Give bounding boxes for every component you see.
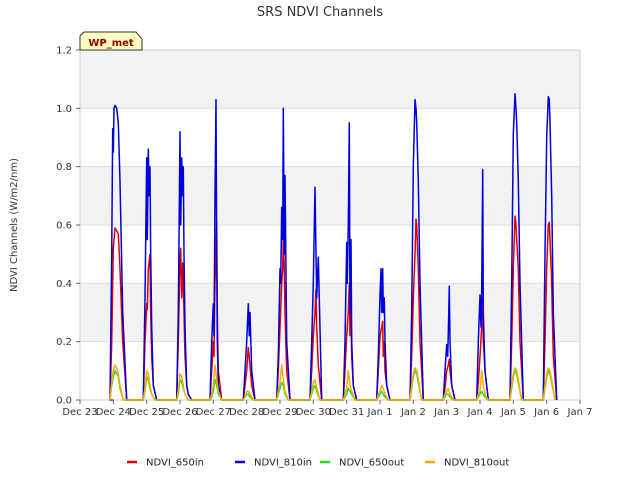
x-tick-label-7: Dec 30 bbox=[296, 407, 331, 418]
y-tick-label-6: 1.2 bbox=[56, 46, 72, 57]
x-tick-label-15: Jan 7 bbox=[567, 407, 593, 418]
series-layer bbox=[109, 92, 558, 401]
y-tick-label-1: 0.2 bbox=[56, 337, 72, 348]
x-tick-label-2: Dec 25 bbox=[129, 407, 164, 418]
x-tick-label-5: Dec 28 bbox=[229, 407, 264, 418]
y-tick-labels: 0.0 0.2 0.4 0.6 0.8 1.0 1.2 bbox=[56, 46, 80, 407]
legend-label-ndvi-650out: NDVI_650out bbox=[339, 458, 404, 469]
band-4 bbox=[80, 108, 580, 167]
band-5 bbox=[80, 50, 580, 109]
y-axis-label: NDVI Channels (W/m2/nm) bbox=[9, 158, 20, 292]
x-tick-label-1: Dec 24 bbox=[96, 407, 131, 418]
background-bands bbox=[80, 50, 580, 400]
legend-label-ndvi-810in: NDVI_810in bbox=[254, 458, 312, 469]
y-tick-label-4: 0.8 bbox=[56, 162, 72, 173]
site-badge: WP_met bbox=[79, 31, 143, 51]
site-badge-label: WP_met bbox=[88, 38, 134, 49]
band-0 bbox=[80, 341, 580, 400]
x-tick-label-12: Jan 4 bbox=[467, 407, 493, 418]
series-line-ndvi-810out bbox=[109, 364, 556, 401]
x-tick-label-6: Dec 29 bbox=[262, 407, 297, 418]
band-2 bbox=[80, 225, 580, 284]
x-tick-label-8: Dec 31 bbox=[329, 407, 364, 418]
y-tick-label-0: 0.0 bbox=[56, 396, 72, 407]
x-tick-label-11: Jan 3 bbox=[433, 407, 459, 418]
legend-label-ndvi-650in: NDVI_650in bbox=[146, 458, 204, 469]
x-tick-label-4: Dec 27 bbox=[196, 407, 231, 418]
site-badge-box bbox=[79, 31, 143, 51]
x-tick-label-9: Jan 1 bbox=[367, 407, 393, 418]
y-tick-label-5: 1.0 bbox=[56, 104, 72, 115]
legend: NDVI_650in NDVI_810in NDVI_650out NDVI_810o… bbox=[127, 458, 509, 469]
legend-label-ndvi-810out: NDVI_810out bbox=[444, 458, 509, 469]
x-tick-label-10: Jan 2 bbox=[400, 407, 426, 418]
x-tick-label-14: Jan 6 bbox=[533, 407, 559, 418]
chart-title: SRS NDVI Channels bbox=[257, 5, 383, 20]
x-tick-label-13: Jan 5 bbox=[500, 407, 526, 418]
series-line-ndvi-810in bbox=[109, 92, 558, 401]
band-1 bbox=[80, 283, 580, 342]
x-tick-label-3: Dec 26 bbox=[162, 407, 197, 418]
y-tick-label-2: 0.4 bbox=[56, 279, 72, 290]
band-3 bbox=[80, 166, 580, 225]
x-tick-label-0: Dec 23 bbox=[62, 407, 97, 418]
y-tick-label-3: 0.6 bbox=[56, 221, 72, 232]
